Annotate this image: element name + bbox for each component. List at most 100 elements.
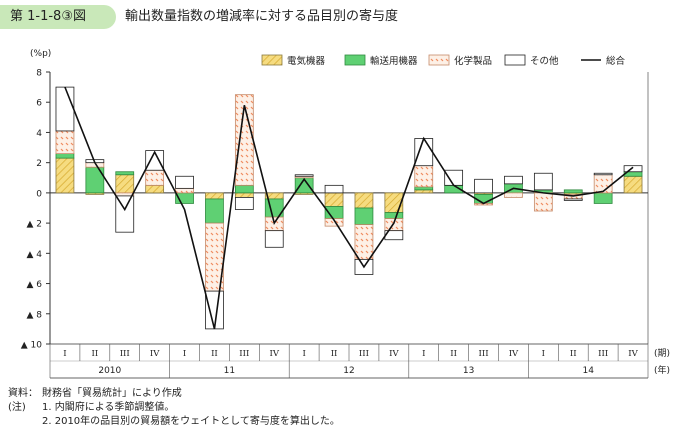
x-tick-label: I — [63, 349, 66, 359]
legend-label-総合: 総合 — [606, 55, 626, 67]
bar-輸送用機器 — [354, 207, 374, 226]
x-tick-label: III — [120, 349, 130, 359]
bar-輸送用機器 — [414, 186, 434, 191]
legend-swatch-その他 — [504, 54, 526, 66]
note-label: (注) — [8, 402, 26, 413]
bar-輸送用機器 — [384, 212, 404, 219]
year-label: 14 — [582, 366, 594, 376]
bar-化学製品 — [504, 192, 523, 198]
bar-輸送用機器 — [115, 171, 135, 176]
x-tick-label: III — [359, 349, 369, 359]
x-tick-label: I — [542, 349, 545, 359]
note-2-text: 2. 2010年の品目別の貿易額をウェイトとして寄与度を算出した。 — [42, 416, 340, 427]
y-tick-label: ▲ 6 — [26, 280, 42, 290]
year-label: 12 — [343, 366, 354, 376]
bar-化学製品 — [324, 218, 344, 227]
year-axis-label: (年) — [654, 364, 670, 376]
y-tick-label: ▲ 2 — [26, 220, 42, 230]
bar-その他 — [563, 198, 583, 201]
bar-電気機器 — [55, 157, 75, 194]
bar-電気機器 — [145, 184, 165, 194]
line-総合 — [64, 86, 634, 330]
bar-その他 — [55, 86, 75, 132]
period-label: (期) — [654, 348, 670, 359]
bar-その他 — [533, 172, 553, 191]
bar-電気機器 — [623, 175, 643, 194]
bar-その他 — [234, 197, 254, 210]
y-tick-label: ▲ 10 — [21, 341, 43, 351]
x-tick-label: IV — [150, 349, 160, 359]
figure-number-badge: 第 1-1-8③図 — [0, 5, 116, 29]
bar-その他 — [294, 174, 314, 177]
x-tick-label: IV — [628, 349, 638, 359]
y-tick-label: ▲ 4 — [26, 250, 42, 260]
bar-その他 — [504, 175, 523, 185]
x-tick-label: IV — [509, 349, 519, 359]
y-tick-label: 2 — [36, 159, 42, 169]
x-tick-label: IV — [389, 349, 399, 359]
bar-輸送用機器 — [55, 153, 75, 159]
bar-電気機器 — [384, 192, 404, 213]
note-line-1: (注) 1. 内閣府による季節調整値。 — [8, 401, 340, 415]
note-line-2: 2. 2010年の品目別の貿易額をウェイトとして寄与度を算出した。 — [8, 415, 340, 429]
x-tick-label: II — [91, 349, 98, 359]
x-tick-label: I — [422, 349, 425, 359]
legend-swatch-化学製品 — [428, 54, 450, 66]
note-1-text: 1. 内閣府による季節調整値。 — [42, 402, 175, 413]
x-tick-label: II — [570, 349, 577, 359]
y-unit-label: (%p) — [30, 49, 51, 59]
source-line: 資料： 財務省「貿易統計」により作成 — [8, 387, 340, 401]
source-text: 財務省「貿易統計」により作成 — [42, 388, 182, 399]
bar-電気機器 — [414, 189, 434, 194]
y-tick-label: 6 — [36, 99, 42, 109]
bar-電気機器 — [205, 192, 224, 200]
bar-化学製品 — [145, 169, 165, 186]
bar-化学製品 — [593, 174, 613, 194]
bar-化学製品 — [115, 192, 135, 197]
year-label: 13 — [463, 366, 474, 376]
x-tick-label: II — [331, 349, 338, 359]
y-tick-label: 8 — [36, 69, 42, 79]
source-label: 資料： — [8, 388, 38, 399]
y-tick-label: ▲ 8 — [26, 310, 42, 320]
x-tick-label: III — [239, 349, 249, 359]
bar-その他 — [115, 195, 135, 233]
bar-化学製品 — [354, 224, 374, 260]
legend-label-輸送用機器: 輸送用機器 — [370, 55, 418, 67]
bar-輸送用機器 — [563, 189, 583, 194]
bar-その他 — [474, 178, 493, 194]
bar-その他 — [264, 230, 284, 248]
bar-化学製品 — [414, 165, 434, 188]
bar-化学製品 — [533, 192, 553, 212]
year-label: 11 — [224, 366, 235, 376]
x-tick-label: II — [211, 349, 218, 359]
figure-title: 輸出数量指数の増減率に対する品目別の寄与度 — [125, 9, 399, 24]
chart-legend: 電気機器 輸送用機器 化学製品 その他 総合 — [261, 54, 626, 67]
bar-輸送用機器 — [234, 184, 254, 194]
y-tick-label: 0 — [36, 189, 42, 199]
legend-swatch-電気機器 — [261, 54, 283, 66]
bar-電気機器 — [354, 192, 374, 209]
x-tick-label: I — [302, 349, 305, 359]
x-tick-label: III — [598, 349, 608, 359]
bar-化学製品 — [384, 218, 404, 232]
x-tick-label: III — [479, 349, 489, 359]
figure-header: 第 1-1-8③図 輸出数量指数の増減率に対する品目別の寄与度 — [0, 0, 687, 34]
legend-label-化学製品: 化学製品 — [454, 55, 492, 67]
legend-label-その他: その他 — [530, 55, 559, 67]
bar-その他 — [444, 169, 464, 186]
bar-電気機器 — [324, 192, 344, 207]
y-tick-label: 4 — [36, 129, 42, 139]
bar-その他 — [175, 175, 194, 189]
bar-化学製品 — [175, 187, 194, 194]
bar-電気機器 — [234, 192, 254, 198]
bar-その他 — [623, 165, 643, 173]
year-label: 2010 — [98, 366, 121, 376]
x-tick-label: II — [450, 349, 457, 359]
x-tick-label: IV — [270, 349, 280, 359]
bar-その他 — [414, 138, 434, 167]
bar-輸送用機器 — [593, 192, 613, 204]
legend-swatch-輸送用機器 — [344, 54, 366, 66]
